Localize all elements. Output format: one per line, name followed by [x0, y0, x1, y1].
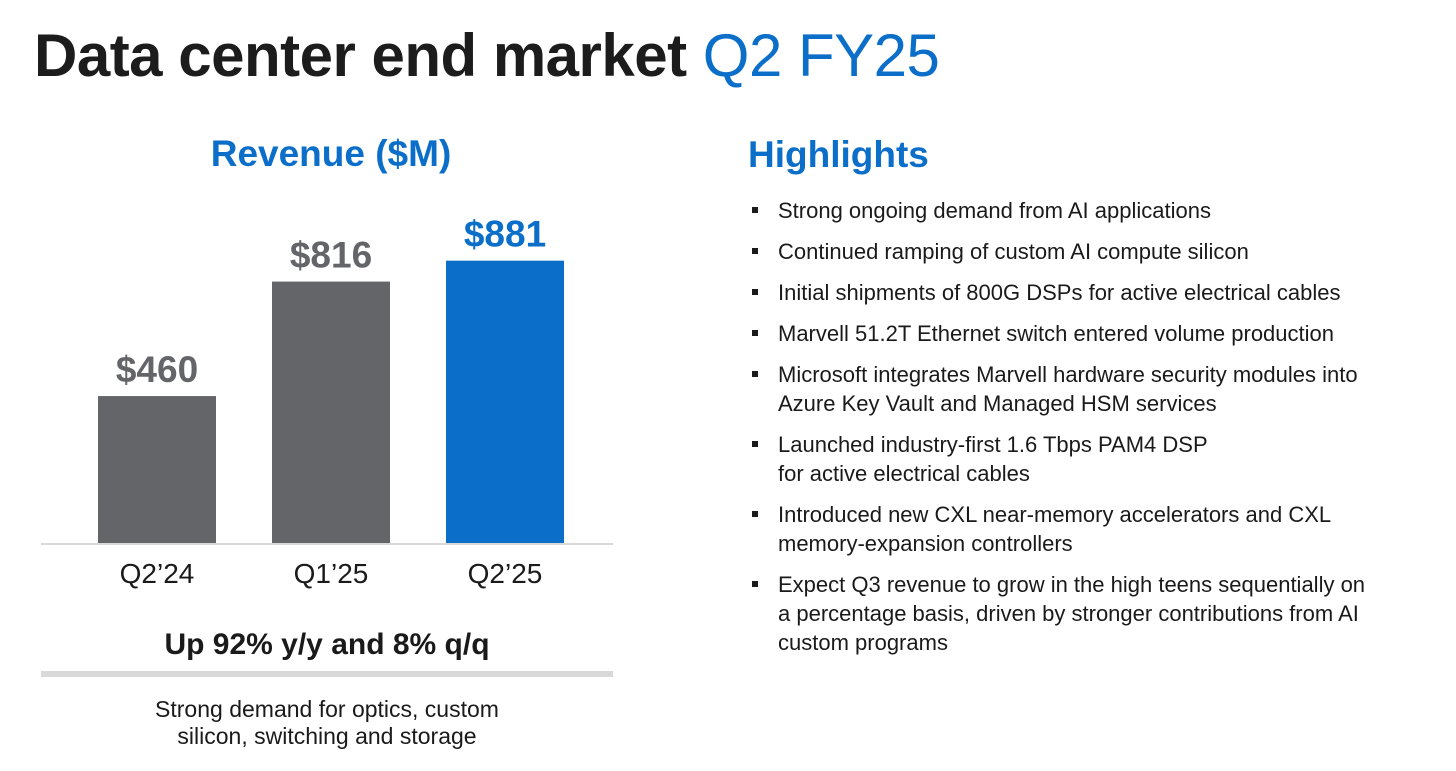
highlight-text: for active electrical cables — [778, 461, 1030, 486]
highlight-item: Expect Q3 revenue to grow in the high te… — [748, 570, 1438, 657]
bars-group: $460 Q2’24 $816 Q1’25 $881 Q2’25 — [98, 214, 564, 589]
highlight-text: a percentage basis, driven by stronger c… — [778, 601, 1359, 626]
highlight-item: Launched industry-first 1.6 Tbps PAM4 DS… — [748, 430, 1438, 488]
bullet-icon — [752, 330, 758, 336]
chart-footnote-line-1: Strong demand for optics, custom — [155, 696, 499, 722]
bar-2 — [272, 281, 390, 544]
highlight-text: Initial shipments of 800G DSPs for activ… — [778, 280, 1341, 305]
highlight-item: Microsoft integrates Marvell hardware se… — [748, 360, 1438, 418]
bullet-icon — [752, 207, 758, 213]
highlight-item: Strong ongoing demand from AI applicatio… — [748, 196, 1438, 225]
highlight-text: Continued ramping of custom AI compute s… — [778, 239, 1249, 264]
bar-1 — [98, 396, 216, 544]
page-title: Data center end market Q2 FY25 — [34, 22, 940, 90]
page-title-accent: Q2 FY25 — [702, 22, 940, 89]
highlight-text: custom programs — [778, 630, 948, 655]
chart-summary: Up 92% y/y and 8% q/q — [164, 628, 489, 661]
highlight-text: memory-expansion controllers — [778, 531, 1073, 556]
highlight-item: Marvell 51.2T Ethernet switch entered vo… — [748, 319, 1438, 348]
summary-divider — [41, 671, 613, 677]
bullet-icon — [752, 581, 758, 587]
highlight-item: Introduced new CXL near-memory accelerat… — [748, 500, 1438, 558]
highlight-item: Initial shipments of 800G DSPs for activ… — [748, 278, 1438, 307]
bar-value-label-2: $816 — [290, 235, 372, 276]
revenue-chart: Revenue ($M) $460 Q2’24 $816 Q1’25 $881 Q2’25… — [41, 133, 613, 749]
highlight-item: Continued ramping of custom AI compute s… — [748, 237, 1438, 266]
highlight-text: Marvell 51.2T Ethernet switch entered vo… — [778, 321, 1334, 346]
chart-title: Revenue ($M) — [211, 133, 452, 174]
bar-value-label-3: $881 — [464, 214, 546, 255]
highlight-text: Introduced new CXL near-memory accelerat… — [778, 502, 1332, 527]
bullet-icon — [752, 441, 758, 447]
bullet-icon — [752, 289, 758, 295]
highlight-text: Azure Key Vault and Managed HSM services — [778, 391, 1217, 416]
bar-3 — [446, 260, 564, 544]
bar-value-label-1: $460 — [116, 349, 198, 390]
category-label-1: Q2’24 — [120, 558, 195, 589]
bullet-icon — [752, 248, 758, 254]
bullet-icon — [752, 511, 758, 517]
highlights-title: Highlights — [748, 134, 929, 175]
bullet-icon — [752, 371, 758, 377]
highlights-list: Strong ongoing demand from AI applicatio… — [748, 196, 1438, 669]
page-title-main: Data center end market — [34, 22, 687, 89]
highlight-text: Expect Q3 revenue to grow in the high te… — [778, 572, 1366, 597]
highlight-text: Strong ongoing demand from AI applicatio… — [778, 198, 1211, 223]
category-label-3: Q2’25 — [468, 558, 543, 589]
highlight-text: Launched industry-first 1.6 Tbps PAM4 DS… — [778, 432, 1208, 457]
chart-footnote-line-2: silicon, switching and storage — [177, 723, 476, 749]
highlight-text: Microsoft integrates Marvell hardware se… — [778, 362, 1358, 387]
category-label-2: Q1’25 — [294, 558, 369, 589]
